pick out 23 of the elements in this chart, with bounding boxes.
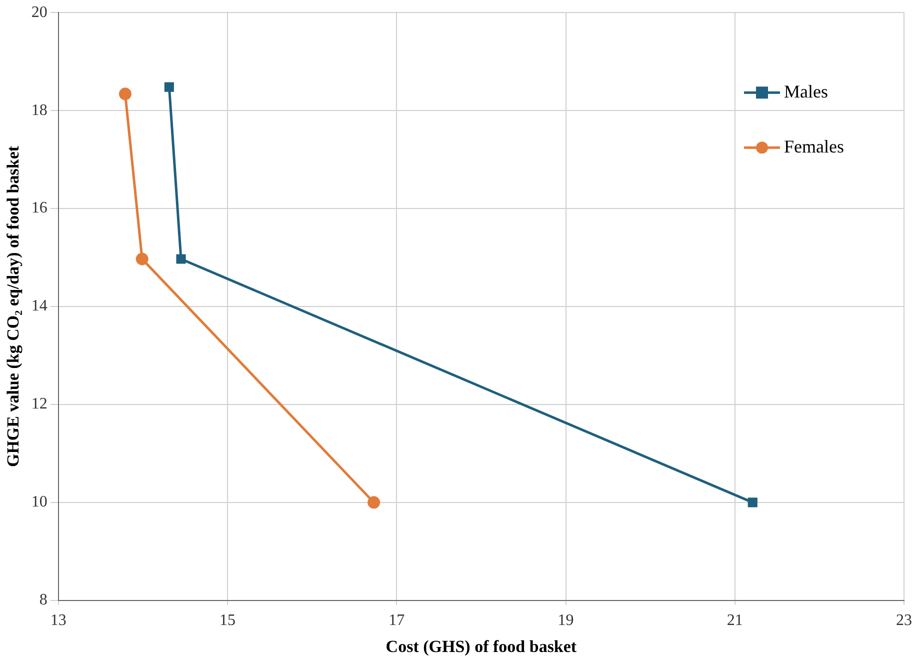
- legend-label: Females: [784, 136, 844, 156]
- y-tick-label: 12: [31, 396, 48, 413]
- x-axis-title: Cost (GHS) of food basket: [386, 637, 577, 656]
- x-tick-label: 21: [726, 612, 743, 630]
- point: [748, 498, 758, 508]
- x-tick-label: 13: [50, 612, 66, 630]
- y-tick-label: 10: [31, 494, 48, 511]
- legend-label: Males: [784, 81, 828, 102]
- y-tick-label: 16: [31, 200, 48, 217]
- x-tick-label: 23: [896, 612, 912, 630]
- x-tick-label: 19: [558, 612, 574, 630]
- x-tick-label: 15: [220, 612, 236, 630]
- x-tick-label: 17: [388, 612, 405, 630]
- point: [368, 496, 380, 509]
- y-tick-label: 14: [31, 298, 48, 315]
- y-tick-label: 8: [39, 592, 48, 609]
- y-tick-label: 20: [31, 4, 48, 21]
- point: [118, 88, 132, 100]
- point: [136, 252, 148, 266]
- point: [164, 82, 174, 92]
- y-tick-label: 18: [31, 102, 48, 119]
- y-axis-title: GHGE value (kg CO₂ eq/day) of food basket: [4, 146, 23, 468]
- point: [176, 254, 186, 264]
